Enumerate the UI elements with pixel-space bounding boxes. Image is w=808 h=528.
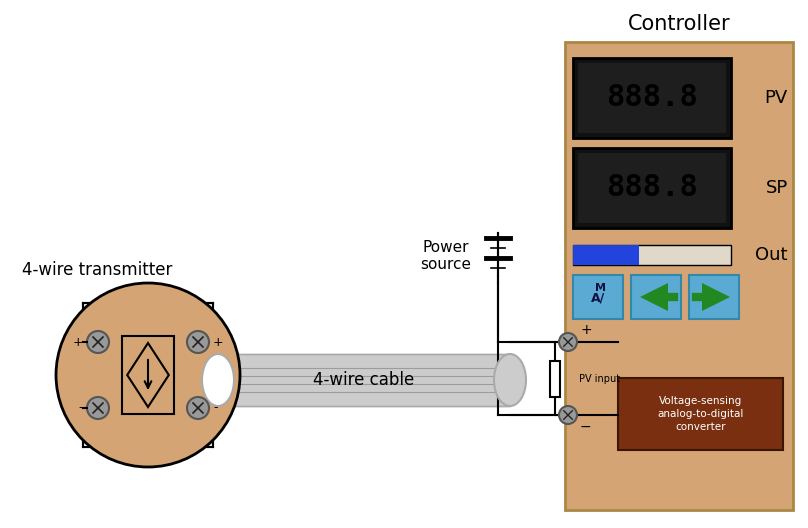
- Circle shape: [187, 331, 209, 353]
- Polygon shape: [127, 343, 169, 407]
- Bar: [83, 303, 213, 447]
- Text: 888.8: 888.8: [606, 83, 698, 112]
- Text: 888.8: 888.8: [606, 174, 698, 203]
- Bar: [573, 245, 639, 265]
- Bar: [631, 275, 681, 319]
- Text: M: M: [595, 283, 607, 293]
- Text: -: -: [78, 401, 83, 414]
- Circle shape: [559, 333, 577, 351]
- Circle shape: [87, 331, 109, 353]
- Bar: [573, 245, 731, 265]
- Text: Controller: Controller: [628, 14, 730, 34]
- Circle shape: [559, 406, 577, 424]
- Bar: [565, 42, 793, 510]
- Bar: [578, 153, 726, 223]
- Ellipse shape: [202, 354, 234, 406]
- Bar: [573, 148, 731, 228]
- Text: Power
source: Power source: [420, 240, 472, 272]
- Text: +: +: [580, 323, 591, 337]
- Polygon shape: [640, 283, 668, 311]
- Bar: [578, 63, 726, 133]
- Bar: [618, 378, 783, 450]
- Text: Out: Out: [755, 246, 788, 264]
- Bar: [573, 58, 731, 138]
- Circle shape: [187, 397, 209, 419]
- Circle shape: [87, 397, 109, 419]
- Text: SP: SP: [766, 179, 788, 197]
- Text: +: +: [213, 335, 224, 348]
- Ellipse shape: [494, 354, 526, 406]
- Text: A/: A/: [591, 291, 605, 304]
- Text: 4-wire transmitter: 4-wire transmitter: [22, 261, 172, 279]
- Bar: [550, 361, 560, 397]
- Circle shape: [56, 283, 240, 467]
- Text: PV input: PV input: [579, 373, 620, 383]
- Polygon shape: [702, 283, 730, 311]
- Text: +: +: [73, 335, 83, 348]
- Text: Voltage-sensing
analog-to-digital
converter: Voltage-sensing analog-to-digital conver…: [658, 396, 743, 432]
- Text: -: -: [213, 401, 217, 414]
- Bar: [122, 336, 174, 414]
- Bar: [689, 275, 739, 319]
- Text: 4-wire cable: 4-wire cable: [314, 371, 415, 389]
- Bar: [218, 354, 510, 406]
- Text: PV: PV: [764, 89, 788, 107]
- Bar: [573, 275, 623, 319]
- Text: −: −: [580, 420, 591, 434]
